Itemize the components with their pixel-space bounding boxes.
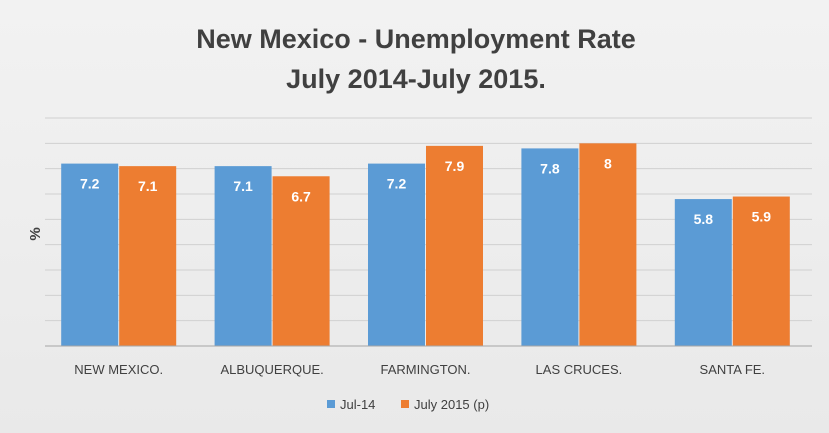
x-tick-label: FARMINGTON. [380, 362, 470, 377]
bar-jul-14-3 [521, 148, 579, 346]
x-tick-label: SANTA FE. [700, 362, 766, 377]
data-label: 7.2 [80, 176, 100, 192]
data-label: 7.1 [138, 178, 158, 194]
data-label: 7.1 [233, 178, 253, 194]
data-label: 7.2 [387, 176, 407, 192]
legend-swatch-0 [327, 400, 335, 408]
bar-jul-14-2 [368, 163, 425, 346]
bar-july-2015-1 [272, 176, 330, 346]
data-label: 5.9 [752, 209, 772, 225]
data-label: 6.7 [291, 188, 311, 204]
x-tick-label: ALBUQUERQUE. [220, 362, 323, 377]
legend-label: July 2015 (p) [414, 397, 489, 412]
bar-july-2015-0 [119, 166, 177, 346]
bar-july-2015-2 [426, 145, 483, 346]
chart-title-line: New Mexico - Unemployment Rate [196, 24, 636, 54]
data-label: 8 [604, 155, 612, 171]
bar-jul-14-4 [674, 199, 732, 346]
x-tick-label: NEW MEXICO. [74, 362, 163, 377]
data-label: 5.8 [694, 211, 714, 227]
legend-label: Jul-14 [340, 397, 375, 412]
x-tick-label: LAS CRUCES. [536, 362, 623, 377]
bar-jul-14-1 [214, 166, 272, 346]
bar-july-2015-4 [732, 196, 790, 346]
chart-title-line: July 2014-July 2015. [286, 64, 546, 94]
legend-swatch-1 [401, 400, 409, 408]
data-label: 7.8 [540, 160, 560, 176]
bar-july-2015-3 [579, 143, 637, 346]
bar-jul-14-0 [61, 163, 119, 346]
y-axis-label: % [27, 227, 44, 240]
data-label: 7.9 [445, 158, 465, 174]
